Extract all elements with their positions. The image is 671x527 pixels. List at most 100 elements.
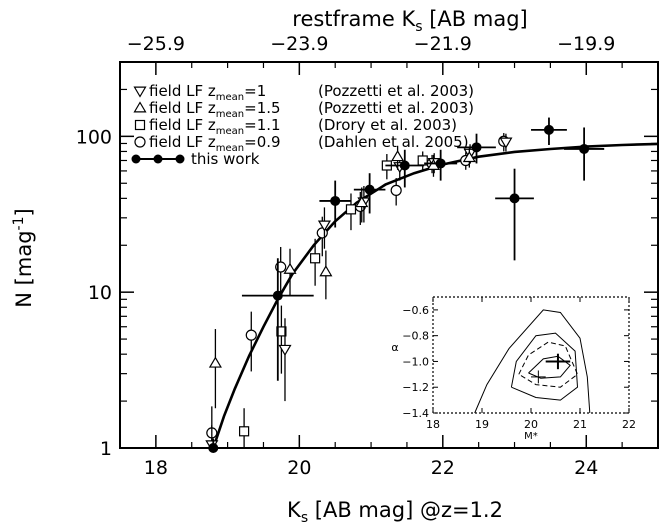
data-points-layer	[205, 117, 605, 453]
data-point	[317, 207, 331, 249]
legend-marker	[153, 154, 163, 164]
marker-open-triangle-down	[133, 86, 147, 98]
marker-open-triangle-down	[317, 220, 331, 232]
inset-y-tick-label: −0.6	[402, 304, 429, 317]
y-axis-label: N [mag-1]	[11, 208, 36, 307]
data-point	[417, 151, 428, 171]
data-point	[283, 248, 297, 296]
inset-contour	[474, 309, 591, 414]
inset-contour	[518, 341, 579, 388]
marker-open-circle	[134, 136, 146, 148]
data-point	[499, 133, 513, 152]
data-point	[390, 178, 402, 206]
top-tick-label: −19.9	[557, 33, 615, 55]
data-point	[238, 408, 250, 448]
inset-y-tick-label: −0.8	[402, 330, 429, 343]
data-point	[462, 148, 476, 168]
marker-open-square	[345, 204, 357, 215]
marker-filled-circle	[272, 290, 283, 301]
data-point	[353, 173, 386, 214]
top-tick-label: −21.9	[414, 33, 472, 55]
inset-contour	[510, 332, 579, 401]
data-point	[276, 305, 287, 374]
legend: field LF zmean=1 (Pozzetti et al. 2003) fi…	[131, 82, 474, 168]
y-tick-label: 100	[76, 126, 112, 148]
legend-reference: (Drory et al. 2003)	[318, 116, 457, 134]
legend-marker	[131, 154, 141, 164]
marker-open-square	[238, 426, 250, 437]
data-point	[355, 187, 369, 223]
data-point	[319, 250, 333, 300]
marker-open-triangle-up	[355, 196, 369, 208]
marker-open-triangle-up	[319, 265, 333, 277]
data-point	[241, 258, 314, 381]
legend-reference: (Dahlen et al. 2005)	[318, 133, 469, 151]
legend-label: field LF zmean=1.1	[149, 116, 281, 137]
axis-ticks: 18 20 22 24 −25.9 −23.9 −21.9 −19.9 1 10 100	[76, 33, 659, 479]
inset-x-tick-label: 19	[475, 418, 489, 431]
marker-open-square	[310, 253, 321, 264]
inset-x-tick-label: 18	[426, 418, 440, 431]
data-point	[345, 193, 357, 231]
x-tick-label: 22	[431, 457, 455, 479]
data-point	[457, 133, 496, 164]
marker-filled-circle	[471, 142, 482, 153]
marker-filled-circle	[364, 184, 375, 195]
marker-open-circle	[316, 227, 328, 239]
data-point	[278, 318, 292, 402]
marker-filled-circle	[579, 143, 590, 154]
y-tick-label: 10	[88, 282, 112, 304]
x-axis-label: Ks [AB mag] @z=1.2	[287, 498, 503, 526]
data-point	[245, 311, 257, 372]
marker-filled-circle	[330, 195, 341, 206]
data-point	[564, 127, 605, 181]
x-tick-label: 24	[574, 457, 598, 479]
top-axis-label: restframe Ks [AB mag]	[292, 7, 527, 35]
marker-open-square	[134, 119, 146, 131]
legend-reference: (Pozzetti et al. 2003)	[318, 82, 474, 100]
marker-open-triangle-up	[208, 356, 222, 368]
inset-x-tick-label: 22	[622, 418, 636, 431]
inset-x-tick-label: 20	[524, 418, 538, 431]
top-tick-label: −25.9	[127, 33, 185, 55]
legend-reference: (Pozzetti et al. 2003)	[318, 99, 474, 117]
legend-label: this work	[191, 150, 260, 168]
marker-filled-circle	[399, 160, 410, 171]
marker-open-circle	[390, 184, 402, 196]
marker-filled-circle	[509, 193, 520, 204]
x-tick-label: 20	[287, 457, 311, 479]
marker-filled-circle	[435, 158, 446, 169]
plot-frame	[119, 61, 659, 449]
legend-label: field LF zmean=1	[149, 82, 266, 103]
legend-label: field LF zmean=0.9	[149, 133, 281, 154]
marker-open-triangle-up	[391, 150, 405, 162]
inset-x-axis-label: M*	[524, 431, 538, 442]
marker-open-triangle-down	[278, 344, 292, 356]
marker-open-triangle-up	[133, 101, 147, 113]
legend-marker	[175, 154, 185, 164]
y-tick-label: 1	[100, 438, 112, 460]
inset-contour-chart: 18 19 20 21 22 −1.4 −1.2 −1.0 −0.8 −0.6 M* α	[391, 296, 636, 442]
marker-open-square	[276, 326, 287, 337]
data-point	[531, 117, 567, 145]
inset-background	[433, 297, 629, 413]
data-point	[424, 149, 458, 181]
data-point	[495, 168, 534, 261]
data-point	[319, 180, 351, 228]
inset-x-tick-label: 21	[573, 418, 587, 431]
legend-label: field LF zmean=1.5	[149, 99, 281, 120]
data-point	[310, 238, 321, 286]
top-tick-label: −23.9	[270, 33, 328, 55]
data-point	[381, 154, 392, 180]
x-tick-label: 18	[144, 457, 168, 479]
marker-open-triangle-up	[462, 150, 476, 163]
inset-y-tick-label: −1.2	[402, 381, 429, 394]
inset-y-tick-label: −1.0	[402, 355, 429, 368]
marker-open-triangle-down	[499, 137, 513, 149]
marker-open-circle	[245, 329, 257, 341]
marker-open-triangle-up	[283, 262, 297, 274]
inset-y-axis-label: α	[391, 341, 398, 354]
inset-y-tick-label: −1.4	[402, 407, 429, 420]
marker-filled-circle	[543, 124, 554, 135]
